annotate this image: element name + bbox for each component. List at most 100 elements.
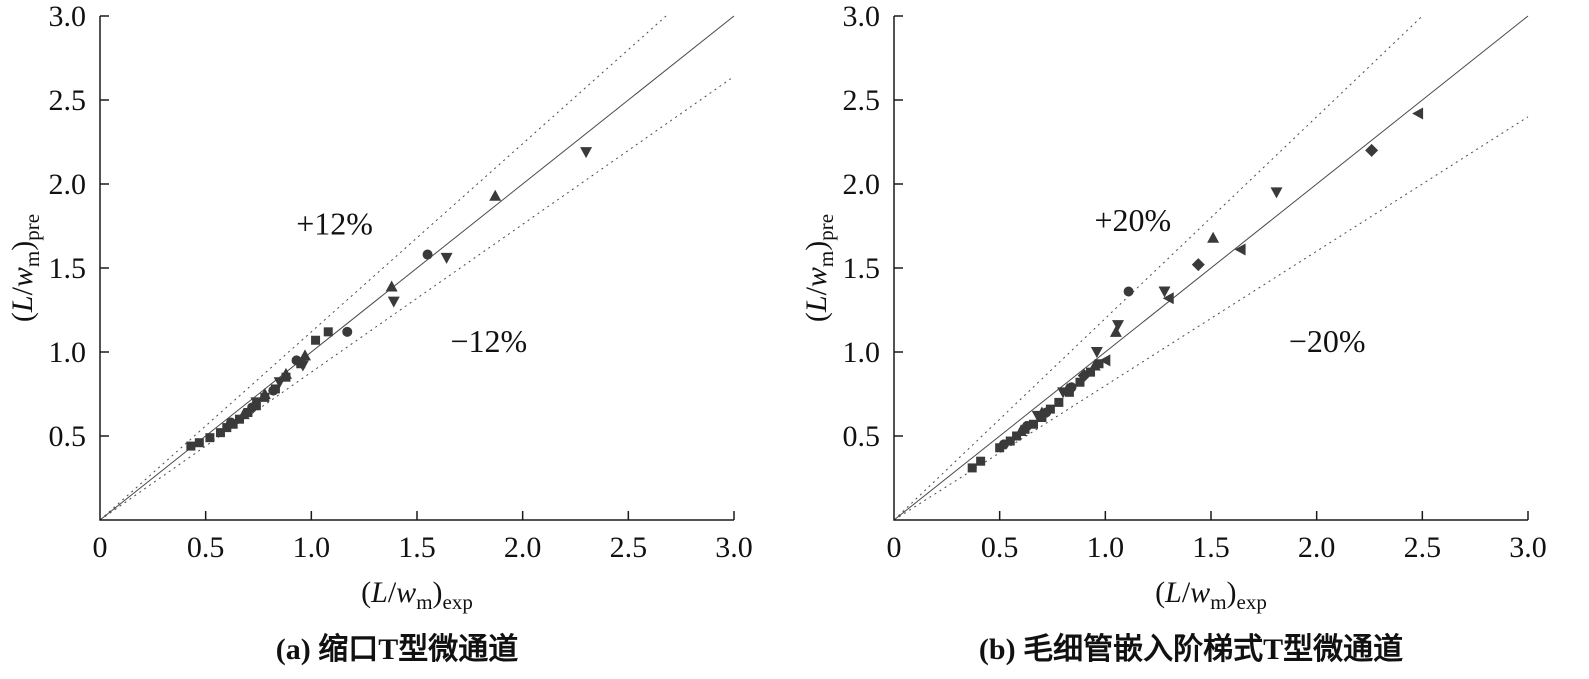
error-band-annotation: +12% — [296, 205, 373, 241]
y-tick-label: 1.0 — [843, 336, 881, 369]
data-point-triangle-up — [258, 388, 271, 399]
data-point-square — [1094, 359, 1104, 369]
data-point-triangle-down — [1090, 347, 1103, 358]
y-tick-label: 0.5 — [843, 420, 881, 453]
error-band-annotation: −20% — [1289, 323, 1366, 359]
error-band-line — [99, 15, 667, 521]
data-point-triangle-up — [237, 408, 250, 420]
scatter-chart-a: 0 0.5 0.5 1.0 1.0 1.5 1.5 2.0 2.0 2.5 2.5 3.0 3.0 +12… — [6, 0, 753, 614]
x-tick-label: 3.0 — [715, 531, 753, 564]
chart-panel-b: 0 0.5 0.5 1.0 1.0 1.5 1.5 2.0 2.0 2.5 2.5 3.0 3.0 +20… — [794, 0, 1588, 679]
data-point-circle — [1123, 286, 1134, 297]
data-point-triangle-up — [298, 349, 311, 361]
x-tick-label: 2.5 — [1404, 531, 1442, 564]
data-point-square — [222, 423, 232, 433]
x-tick-label: 2.5 — [610, 531, 648, 564]
data-point-circle — [268, 385, 279, 396]
scatter-chart-b: 0 0.5 0.5 1.0 1.0 1.5 1.5 2.0 2.0 2.5 2.5 3.0 3.0 +20… — [800, 0, 1547, 614]
data-point-triangle-down — [1112, 320, 1125, 332]
data-point-triangle-left — [1162, 292, 1174, 305]
data-point-square — [194, 438, 204, 448]
data-point-square — [205, 433, 215, 443]
x-tick-label: 1.5 — [1192, 531, 1230, 564]
error-band-line — [893, 116, 1529, 521]
x-axis-title: (L/wm)exp — [1155, 576, 1267, 614]
data-point-triangle-down — [580, 147, 593, 159]
data-point-square — [215, 428, 225, 438]
data-point-circle — [226, 417, 237, 428]
x-tick-label: 2.0 — [1298, 531, 1336, 564]
y-axis-title: (L/wm)pre — [800, 214, 838, 322]
data-point-square — [976, 456, 986, 466]
error-band-line — [893, 15, 1423, 521]
data-point-triangle-left — [1412, 107, 1424, 120]
data-point-triangle-up — [279, 367, 292, 379]
data-point-triangle-left — [1234, 243, 1246, 256]
x-tick-label: 1.0 — [1087, 531, 1125, 564]
x-tick-label: 0 — [887, 531, 902, 564]
y-tick-label: 2.0 — [843, 168, 881, 201]
y-tick-label: 1.0 — [49, 336, 87, 369]
chart-panel-a: 0 0.5 0.5 1.0 1.0 1.5 1.5 2.0 2.0 2.5 2.5 3.0 3.0 +12… — [0, 0, 794, 679]
y-tick-label: 1.5 — [843, 252, 881, 285]
data-point-circle — [342, 326, 353, 337]
data-point-square — [995, 443, 1005, 453]
x-tick-label: 0.5 — [187, 531, 225, 564]
data-point-square — [1054, 397, 1064, 407]
data-point-diamond — [1365, 143, 1379, 157]
data-point-square — [1045, 404, 1055, 414]
data-point-triangle-up — [1207, 231, 1220, 243]
y-axis-title: (L/wm)pre — [6, 214, 44, 322]
data-point-square — [1012, 431, 1022, 441]
y-tick-label: 2.0 — [49, 168, 87, 201]
data-point-square — [234, 414, 244, 424]
data-point-triangle-down — [387, 296, 400, 308]
data-point-triangle-up — [385, 280, 398, 292]
data-point-square — [1037, 413, 1047, 423]
data-point-diamond — [1077, 369, 1091, 383]
y-tick-label: 0.5 — [49, 420, 87, 453]
data-point-circle — [422, 249, 433, 260]
data-point-triangle-down — [440, 252, 453, 264]
data-point-square — [1005, 436, 1015, 446]
y-tick-label: 1.5 — [49, 252, 87, 285]
data-point-triangle-up — [1088, 359, 1101, 371]
data-point-triangle-left — [1099, 354, 1111, 367]
caption-b: (b) 毛细管嵌入阶梯式T型微通道 — [978, 633, 1404, 666]
error-band-line — [99, 76, 735, 521]
data-point-triangle-up — [1109, 325, 1122, 337]
y-tick-label: 2.5 — [49, 84, 87, 117]
data-point-triangle-up — [489, 189, 502, 201]
x-tick-label: 0 — [93, 531, 108, 564]
error-band-annotation: +20% — [1094, 202, 1171, 238]
data-point-square — [1086, 367, 1096, 377]
data-point-square — [967, 463, 977, 473]
y-tick-label: 2.5 — [843, 84, 881, 117]
y-tick-label: 3.0 — [843, 0, 881, 33]
data-point-triangle-down — [1158, 286, 1171, 298]
data-point-triangle-down — [1270, 187, 1283, 199]
x-tick-label: 0.5 — [981, 531, 1019, 564]
data-point-triangle-down — [250, 397, 263, 409]
data-point-square — [323, 327, 333, 337]
data-point-square — [1075, 377, 1085, 387]
data-point-circle — [998, 439, 1009, 450]
data-point-triangle-up — [1014, 424, 1027, 436]
x-tick-label: 1.0 — [293, 531, 331, 564]
y-tick-label: 3.0 — [49, 0, 87, 33]
error-band-annotation: −12% — [451, 323, 528, 359]
data-point-triangle-down — [273, 377, 286, 389]
data-point-triangle-down — [1031, 410, 1044, 422]
x-axis-title: (L/wm)exp — [361, 576, 473, 614]
data-point-square — [243, 407, 253, 417]
caption-a: (a) 缩口T型微通道 — [275, 633, 519, 666]
data-point-square — [186, 441, 196, 451]
data-point-square — [1028, 419, 1038, 429]
x-tick-label: 2.0 — [504, 531, 542, 564]
x-tick-label: 1.5 — [398, 531, 436, 564]
data-point-triangle-down — [1057, 387, 1070, 399]
x-tick-label: 3.0 — [1509, 531, 1547, 564]
data-point-triangle-down — [296, 360, 309, 372]
data-point-square — [311, 335, 321, 345]
